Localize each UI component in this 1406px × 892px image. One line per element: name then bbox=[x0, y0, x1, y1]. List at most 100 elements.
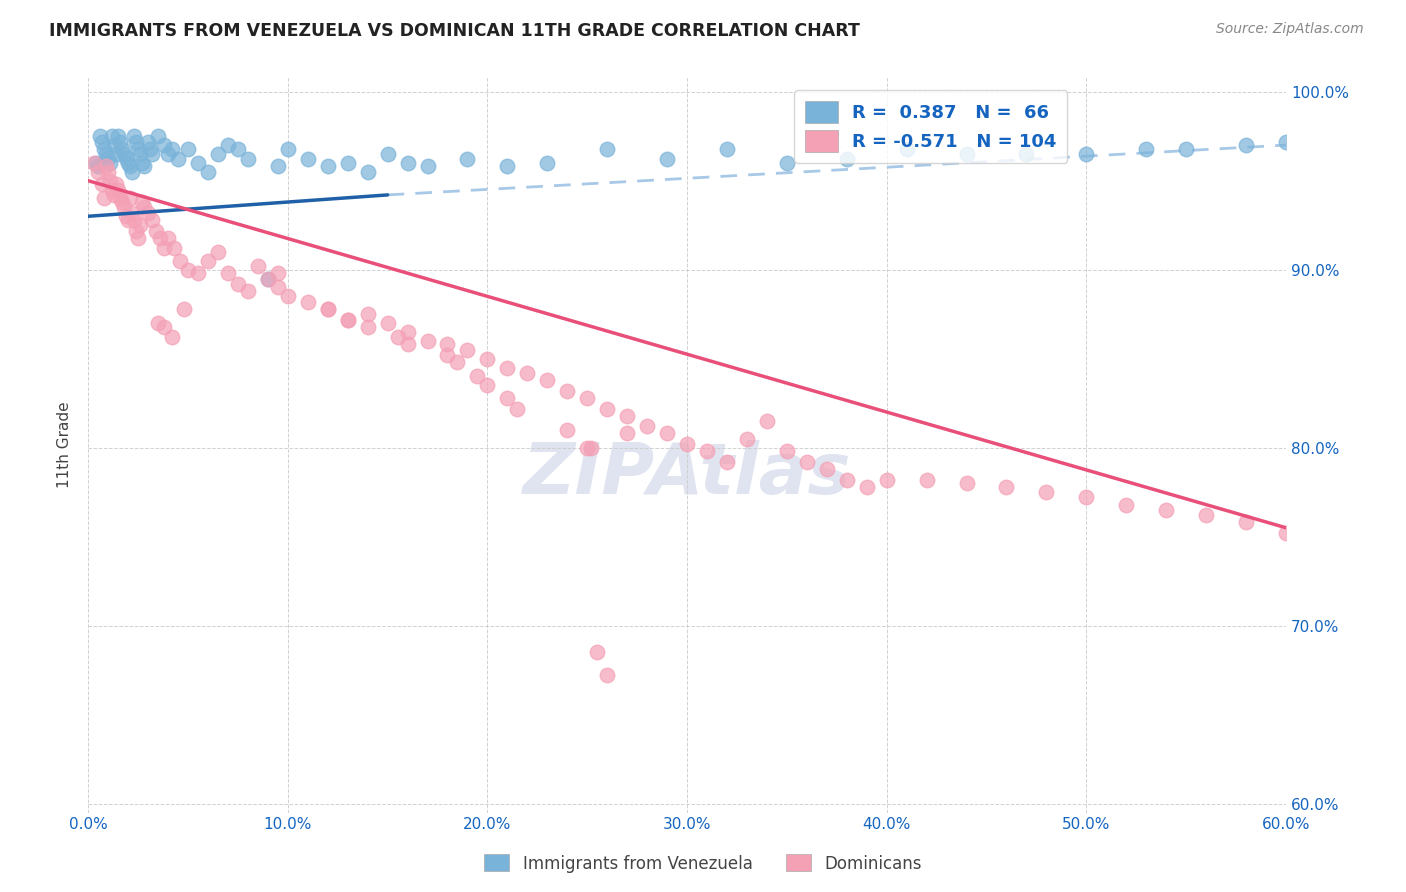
Point bbox=[336, 312, 359, 326]
Point bbox=[226, 277, 249, 291]
Point bbox=[377, 316, 399, 330]
Point bbox=[267, 280, 290, 294]
Point bbox=[97, 151, 120, 165]
Point bbox=[1234, 516, 1257, 530]
Point bbox=[316, 301, 339, 316]
Point bbox=[655, 426, 678, 441]
Point bbox=[1275, 526, 1298, 541]
Point bbox=[555, 423, 578, 437]
Point bbox=[1115, 498, 1137, 512]
Point bbox=[1175, 142, 1198, 156]
Point bbox=[446, 355, 468, 369]
Point bbox=[555, 384, 578, 398]
Point bbox=[676, 437, 699, 451]
Point bbox=[101, 183, 124, 197]
Point bbox=[153, 319, 176, 334]
Point bbox=[655, 153, 678, 167]
Point bbox=[396, 325, 419, 339]
Point bbox=[356, 307, 378, 321]
Point bbox=[103, 138, 125, 153]
Point bbox=[1035, 485, 1057, 500]
Point bbox=[576, 441, 599, 455]
Point bbox=[416, 160, 439, 174]
Point bbox=[755, 414, 778, 428]
Point bbox=[246, 259, 269, 273]
Text: ZIPAtlas: ZIPAtlas bbox=[523, 440, 851, 509]
Point bbox=[387, 330, 409, 344]
Point bbox=[356, 165, 378, 179]
Point bbox=[716, 455, 738, 469]
Point bbox=[141, 147, 163, 161]
Point bbox=[1135, 142, 1157, 156]
Point bbox=[207, 147, 229, 161]
Point bbox=[496, 391, 519, 405]
Point bbox=[396, 156, 419, 170]
Point bbox=[536, 156, 558, 170]
Point bbox=[93, 142, 115, 156]
Point bbox=[160, 142, 183, 156]
Legend: Immigrants from Venezuela, Dominicans: Immigrants from Venezuela, Dominicans bbox=[478, 847, 928, 880]
Point bbox=[496, 160, 519, 174]
Point bbox=[596, 142, 619, 156]
Legend: R =  0.387   N =  66, R = -0.571   N = 104: R = 0.387 N = 66, R = -0.571 N = 104 bbox=[794, 90, 1067, 163]
Point bbox=[173, 301, 195, 316]
Point bbox=[636, 419, 658, 434]
Point bbox=[835, 153, 858, 167]
Point bbox=[105, 147, 128, 161]
Point bbox=[121, 205, 143, 219]
Point bbox=[93, 192, 115, 206]
Point bbox=[120, 160, 142, 174]
Point bbox=[89, 129, 111, 144]
Point bbox=[416, 334, 439, 348]
Point bbox=[108, 192, 131, 206]
Point bbox=[103, 188, 125, 202]
Point bbox=[226, 142, 249, 156]
Point bbox=[132, 200, 155, 214]
Text: IMMIGRANTS FROM VENEZUELA VS DOMINICAN 11TH GRADE CORRELATION CHART: IMMIGRANTS FROM VENEZUELA VS DOMINICAN 1… bbox=[49, 22, 860, 40]
Point bbox=[316, 301, 339, 316]
Point bbox=[616, 426, 638, 441]
Point bbox=[94, 160, 117, 174]
Point bbox=[107, 183, 129, 197]
Point bbox=[131, 194, 153, 209]
Point bbox=[915, 473, 938, 487]
Point bbox=[94, 147, 117, 161]
Point bbox=[835, 473, 858, 487]
Point bbox=[456, 153, 478, 167]
Point bbox=[107, 129, 129, 144]
Point bbox=[156, 230, 179, 244]
Point bbox=[506, 401, 529, 416]
Point bbox=[91, 178, 114, 192]
Point bbox=[197, 165, 219, 179]
Point bbox=[139, 142, 162, 156]
Point bbox=[1015, 147, 1038, 161]
Point bbox=[586, 645, 609, 659]
Point bbox=[163, 241, 186, 255]
Point bbox=[1275, 135, 1298, 149]
Point bbox=[256, 271, 278, 285]
Point bbox=[297, 153, 319, 167]
Point bbox=[136, 135, 159, 149]
Point bbox=[1154, 503, 1177, 517]
Point bbox=[122, 212, 145, 227]
Point bbox=[477, 351, 499, 366]
Point bbox=[955, 476, 977, 491]
Point bbox=[377, 147, 399, 161]
Point bbox=[477, 378, 499, 392]
Point bbox=[995, 480, 1018, 494]
Point bbox=[776, 156, 799, 170]
Point bbox=[111, 194, 134, 209]
Point bbox=[596, 668, 619, 682]
Point bbox=[1195, 508, 1218, 523]
Point bbox=[129, 147, 152, 161]
Point bbox=[896, 142, 918, 156]
Point bbox=[125, 223, 148, 237]
Point bbox=[167, 153, 190, 167]
Text: Source: ZipAtlas.com: Source: ZipAtlas.com bbox=[1216, 22, 1364, 37]
Point bbox=[197, 253, 219, 268]
Point bbox=[132, 160, 155, 174]
Point bbox=[516, 366, 538, 380]
Point bbox=[149, 230, 172, 244]
Point bbox=[316, 160, 339, 174]
Point bbox=[735, 432, 758, 446]
